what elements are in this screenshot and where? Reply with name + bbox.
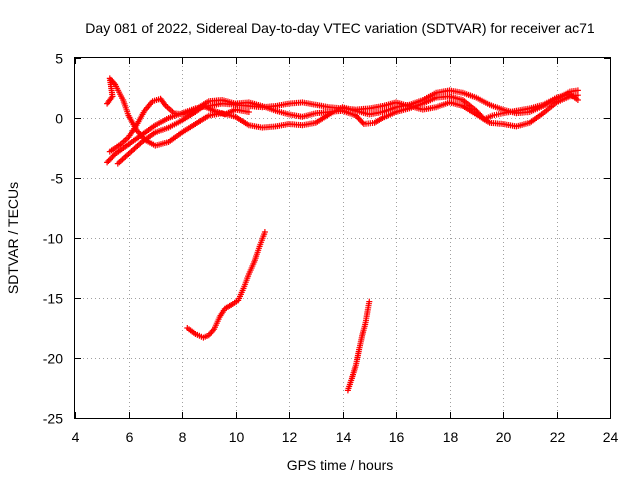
x-tick-label: 6 [126,429,134,445]
series-track-d [114,103,252,167]
x-tick-label: 18 [443,429,459,445]
y-tick-label: 5 [55,51,63,67]
y-tick-label: -10 [43,231,63,247]
series-track-c [106,91,581,155]
x-tick-label: 8 [179,429,187,445]
x-tick-label: 20 [496,429,512,445]
x-tick-label: 10 [229,429,245,445]
y-tick-label: 0 [55,111,63,127]
y-tick-label: -5 [51,171,64,187]
data-point-marker [261,229,268,235]
axes: 4 6 8 10 12 14 16 18 20 22 24 5 0 -5 -10 -15 -20 -25 [43,51,619,446]
data-series [104,75,581,394]
y-tick-label: -20 [43,351,63,367]
plot-frame [74,57,611,419]
data-point-marker [574,97,581,103]
y-tick-label: -25 [43,411,63,427]
x-tick-label: 14 [336,429,352,445]
x-tick-label: 16 [389,429,405,445]
x-tick-label: 12 [282,429,298,445]
y-tick-label: -15 [43,291,63,307]
y-axis-label: SDTVAR / TECUs [5,182,21,294]
x-axis-label: GPS time / hours [287,457,394,473]
series-track-f [344,298,373,394]
series-track-e [184,229,268,341]
x-tick-label: 24 [603,429,619,445]
data-point-marker [356,116,363,123]
data-point-marker [366,298,373,305]
chart-title: Day 081 of 2022, Sidereal Day-to-day VTE… [85,20,595,36]
data-point-marker [245,109,252,115]
x-tick-label: 22 [550,429,566,445]
x-tick-label: 4 [72,429,80,445]
